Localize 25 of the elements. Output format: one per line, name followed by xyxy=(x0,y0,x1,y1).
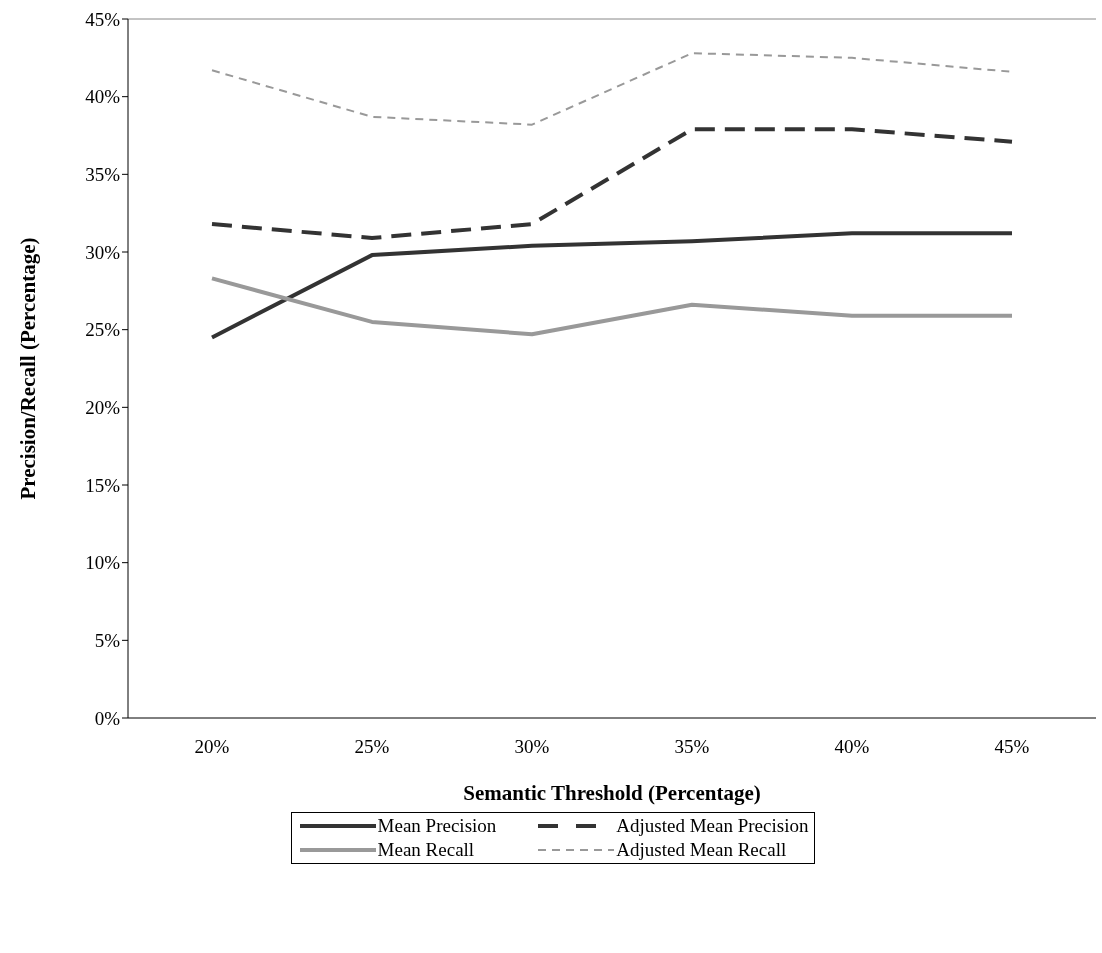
legend-label: Adjusted Mean Precision xyxy=(616,815,809,837)
x-axis-title: Semantic Threshold (Percentage) xyxy=(463,781,761,805)
y-tick-label: 10% xyxy=(85,552,121,574)
line-series xyxy=(210,276,1014,337)
y-axis-title: Precision/Recall (Percentage) xyxy=(16,237,41,500)
legend-label: Mean Recall xyxy=(377,839,475,861)
x-tick-label: 45% xyxy=(994,736,1030,758)
y-tick-label: 0% xyxy=(94,707,121,729)
legend-label: Adjusted Mean Recall xyxy=(616,839,787,861)
y-tick-label: 40% xyxy=(85,86,121,108)
x-tick-label: 25% xyxy=(354,736,390,758)
legend-label: Mean Precision xyxy=(377,815,497,837)
y-tick-label: 35% xyxy=(85,164,121,186)
line-series xyxy=(210,231,1014,340)
y-tick-label: 25% xyxy=(85,319,121,341)
x-tick-label: 35% xyxy=(674,736,710,758)
y-tick-label: 45% xyxy=(85,8,121,30)
line-series xyxy=(210,127,1014,241)
y-tick-label: 20% xyxy=(85,397,121,419)
y-tick-label: 30% xyxy=(85,241,121,263)
y-tick-label: 5% xyxy=(94,630,121,652)
x-tick-label: 30% xyxy=(514,736,550,758)
y-tick-label: 15% xyxy=(85,474,121,496)
x-tick-label: 40% xyxy=(834,736,870,758)
x-tick-label: 20% xyxy=(194,736,230,758)
